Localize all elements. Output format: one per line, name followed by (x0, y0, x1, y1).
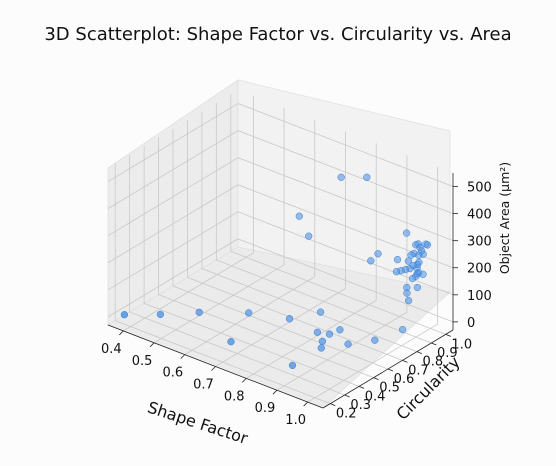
scatter-point (195, 308, 203, 316)
z-gridline-left (107, 157, 239, 237)
y-tick-mark (330, 403, 336, 407)
x-tick-mark (272, 389, 278, 395)
scatter-point (120, 311, 129, 319)
y-gridline-floor (201, 268, 418, 353)
y-tick-mark (445, 333, 451, 337)
scatter-point (415, 251, 423, 259)
y-tick-label: 0.3 (350, 398, 371, 413)
z-gridline-back (237, 130, 454, 214)
data-points (120, 173, 432, 370)
z-gridline-left (107, 238, 239, 318)
y-tick-label: 0.8 (423, 355, 444, 370)
scatter-point (367, 257, 375, 265)
scatter-point (227, 338, 235, 346)
y-gridline-floor (216, 259, 432, 344)
scatter-point (285, 315, 294, 323)
z-tick-label: 100 (467, 289, 492, 304)
scatter-point (412, 272, 420, 280)
scatter-point (403, 289, 411, 297)
scatter-point (404, 296, 413, 305)
chart-title: 3D Scatterplot: Shape Factor vs. Circula… (44, 24, 511, 45)
z-gridline-left (107, 211, 239, 291)
scatter-point (374, 250, 382, 258)
z-gridline-back (237, 103, 454, 187)
z-gridline-left (107, 103, 239, 182)
x-tick-label: 0.8 (224, 389, 245, 404)
axis-ticks: 0.40.50.60.70.80.91.0 0.20.30.40.50.60.70… (101, 181, 492, 429)
scatter-point (344, 340, 352, 348)
y-tick-label: 0.2 (336, 407, 357, 422)
scatter-point (392, 268, 401, 276)
x-tick-label: 1.0 (285, 413, 306, 428)
scatter-point (305, 232, 313, 240)
x-tick-label: 0.6 (162, 366, 183, 381)
z-tick-label: 0 (467, 316, 475, 331)
x-tick-mark (119, 330, 124, 336)
y-tick-label: 0.5 (379, 381, 400, 396)
y-tick-mark (358, 385, 365, 389)
z-tick-label: 300 (467, 235, 492, 250)
grid-lines (107, 94, 454, 405)
scatter-point (413, 283, 422, 292)
scatter-point (371, 336, 379, 344)
z-gridline-left (107, 130, 239, 209)
y-tick-mark (416, 351, 423, 355)
z-gridline-back (237, 238, 454, 323)
x-tick-label: 0.5 (132, 354, 153, 369)
scatter-point (318, 337, 327, 345)
y-tick-label: 1.0 (451, 337, 472, 352)
x-axis-title: Shape Factor (145, 398, 250, 448)
scatter-point (316, 308, 325, 316)
z-tick-label: 500 (467, 181, 492, 196)
x-tick-label: 0.4 (101, 342, 122, 357)
z-axis-title: Object Area (µm²) (497, 162, 512, 274)
y-gridline-floor (129, 311, 345, 396)
x-tick-mark (149, 342, 155, 348)
scatter-point (337, 173, 345, 181)
scatter-point (363, 173, 371, 181)
scatter-point (412, 241, 420, 249)
scatter-point (423, 241, 432, 249)
scatter-point (156, 310, 165, 319)
y-gridline-floor (187, 276, 403, 361)
scatter-point (288, 361, 297, 370)
x-tick-mark (211, 366, 216, 371)
scatter-point (404, 257, 413, 265)
scatter-point (402, 229, 411, 237)
z-gridline-back (237, 211, 454, 296)
y-tick-label: 0.4 (365, 389, 386, 404)
x-tick-label: 0.9 (255, 401, 276, 416)
x-tick-label: 0.7 (193, 378, 214, 393)
y-tick-label: 0.6 (394, 372, 415, 387)
z-gridline-back (237, 157, 454, 242)
z-tick-label: 200 (467, 262, 492, 277)
y-tick-mark (387, 368, 394, 372)
y-gridline-floor (115, 320, 331, 405)
y-tick-mark (402, 359, 408, 363)
x-tick-mark (303, 401, 308, 407)
y-tick-mark (431, 342, 437, 346)
y-tick-label: 0.9 (437, 346, 458, 361)
z-gridline-left (107, 184, 239, 264)
y-gridline-floor (143, 302, 360, 387)
scatter-point (393, 255, 402, 264)
y-tick-label: 0.7 (408, 363, 429, 378)
scatter-point (407, 251, 415, 259)
y-tick-mark (344, 394, 350, 398)
x-tick-mark (180, 354, 186, 359)
scatter-point (313, 328, 322, 336)
y-gridline-floor (158, 294, 374, 379)
z-tick-label: 400 (467, 208, 492, 223)
scatter-point (336, 326, 344, 334)
scatter-point (398, 325, 407, 334)
scatter-point (325, 330, 334, 338)
y-tick-mark (373, 377, 379, 381)
y-gridline-floor (172, 285, 389, 370)
x-tick-mark (241, 378, 247, 383)
y-gridline-floor (230, 250, 446, 335)
scatter-point (317, 344, 325, 352)
scatter-point (245, 309, 253, 317)
scatter-point (295, 212, 303, 220)
